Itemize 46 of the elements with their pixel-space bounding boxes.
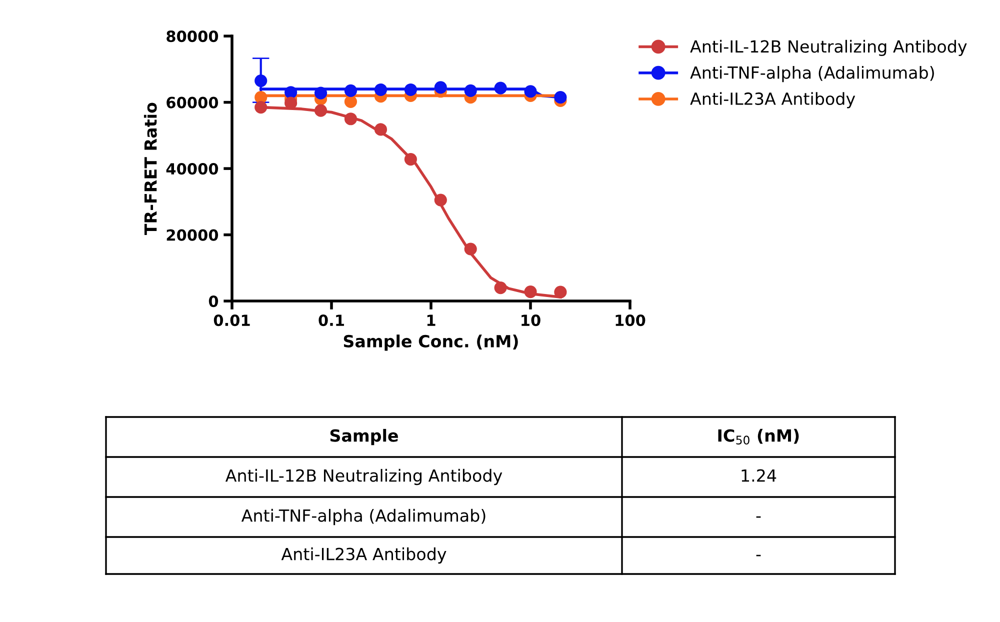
text: Anti-TNF-alpha (Adalimumab) [241, 508, 486, 526]
y-axis-title: TR-FRET Ratio [144, 102, 157, 236]
point [254, 74, 268, 88]
point [254, 91, 268, 104]
point [434, 81, 447, 94]
y-tick-label: 0 [208, 296, 218, 308]
x-axis-title: Sample Conc. (nM) [344, 334, 518, 351]
point [374, 83, 388, 96]
legend-label: Anti-IL23A Antibody [690, 92, 856, 108]
point [404, 152, 417, 166]
text: 1.24 [742, 469, 776, 482]
x-tick-label: 0.1 [318, 314, 344, 326]
point [434, 194, 447, 206]
text: - [756, 554, 761, 556]
text: IC$_{50}$ (nM) [718, 428, 799, 444]
point [494, 82, 507, 94]
text: Anti-IL-12B Neutralizing Antibody [225, 468, 502, 486]
point [344, 112, 358, 126]
point [344, 95, 358, 108]
x-tick-label: 1 [427, 314, 436, 326]
text: - [756, 516, 761, 518]
point [524, 85, 537, 98]
y-tick-label: 60000 [166, 96, 218, 108]
text: Anti-IL23A Antibody [281, 547, 446, 564]
point [404, 83, 417, 96]
y-tick-label: 80000 [166, 30, 218, 42]
legend-label: Anti-IL-12B Neutralizing Antibody [690, 40, 967, 56]
point [314, 104, 328, 117]
point [524, 285, 537, 298]
point [254, 100, 268, 114]
point [374, 123, 388, 136]
x-tick-label: 10 [522, 314, 540, 326]
x-tick-label: 0.01 [214, 314, 250, 326]
point [464, 84, 477, 98]
y-tick-label: 20000 [166, 229, 218, 241]
y-tick-label: 40000 [166, 163, 218, 175]
point [494, 282, 507, 294]
point [464, 242, 477, 256]
point [284, 86, 298, 99]
point [344, 84, 358, 98]
text: Sample [330, 428, 398, 446]
point [314, 86, 328, 100]
x-tick-label: 100 [616, 314, 646, 326]
point [554, 286, 567, 298]
point [554, 91, 567, 104]
legend-label: Anti-TNF-alpha (Adalimumab) [690, 66, 934, 82]
